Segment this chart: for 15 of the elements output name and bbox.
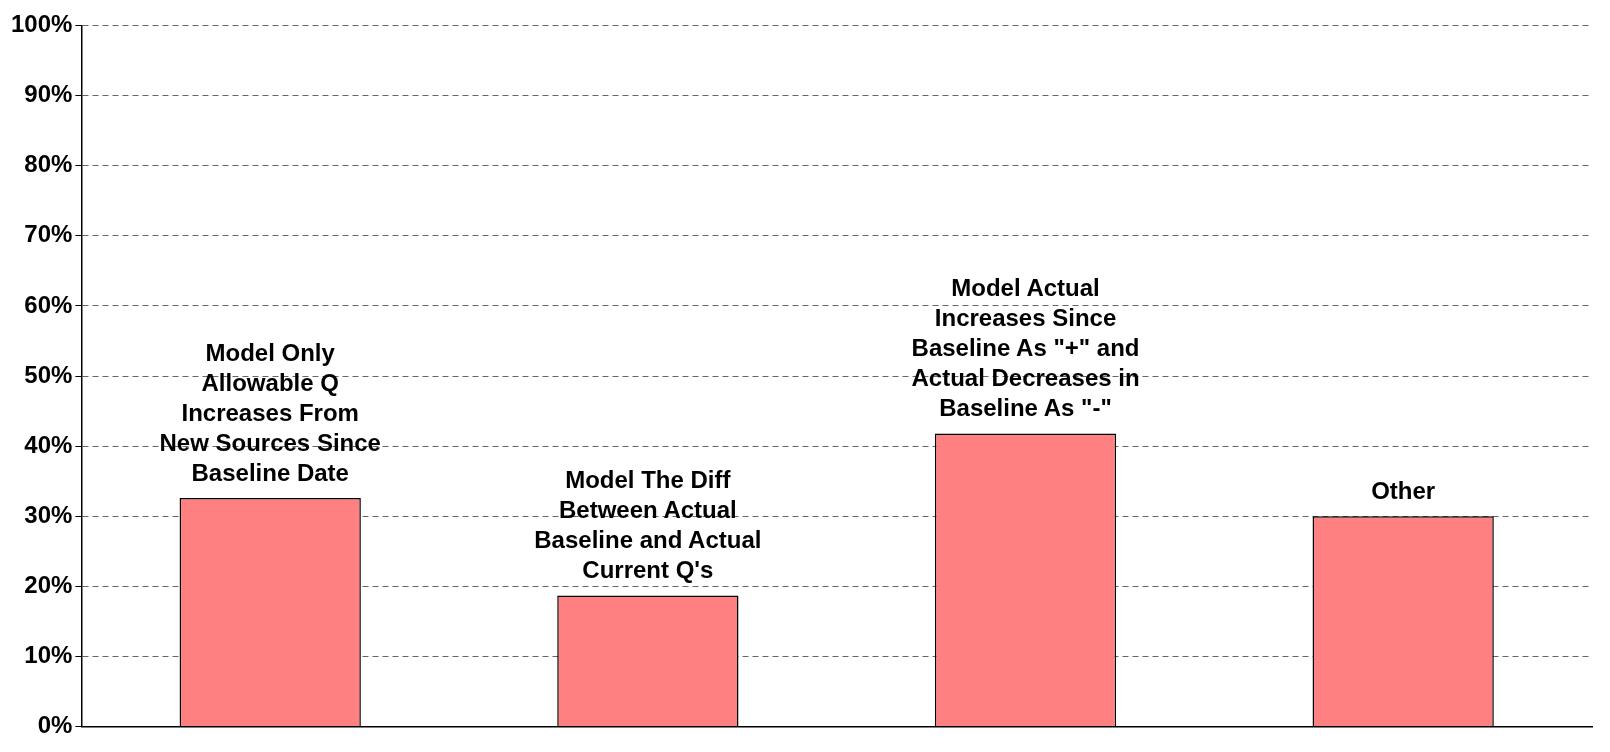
x-tick-label: Model Only Allowable Q Increases From New Sources Since Baseline Date xyxy=(159,338,381,486)
y-tick-label: 80% xyxy=(24,150,73,178)
x-tick-label: Model Actual Increases Since Baseline As "+" and Actual Decreases in Baseline As "-" xyxy=(911,274,1140,422)
x-tick-label: Other xyxy=(1371,476,1436,504)
y-tick-label: 20% xyxy=(24,570,73,598)
y-tick-label: 70% xyxy=(24,220,73,248)
y-tick-label: 30% xyxy=(24,500,73,528)
y-tick-label: 0% xyxy=(37,711,73,739)
x-tick-label: Model The Diff Between Actual Baseline and Actual Current Q's xyxy=(534,466,762,584)
y-tick-label: 100% xyxy=(10,10,73,38)
y-tick-label: 10% xyxy=(24,641,73,669)
y-tick-label: 90% xyxy=(24,80,73,108)
y-tick-label: 50% xyxy=(24,360,73,388)
y-tick-label: 40% xyxy=(24,430,73,458)
y-tick-label: 60% xyxy=(24,290,73,318)
